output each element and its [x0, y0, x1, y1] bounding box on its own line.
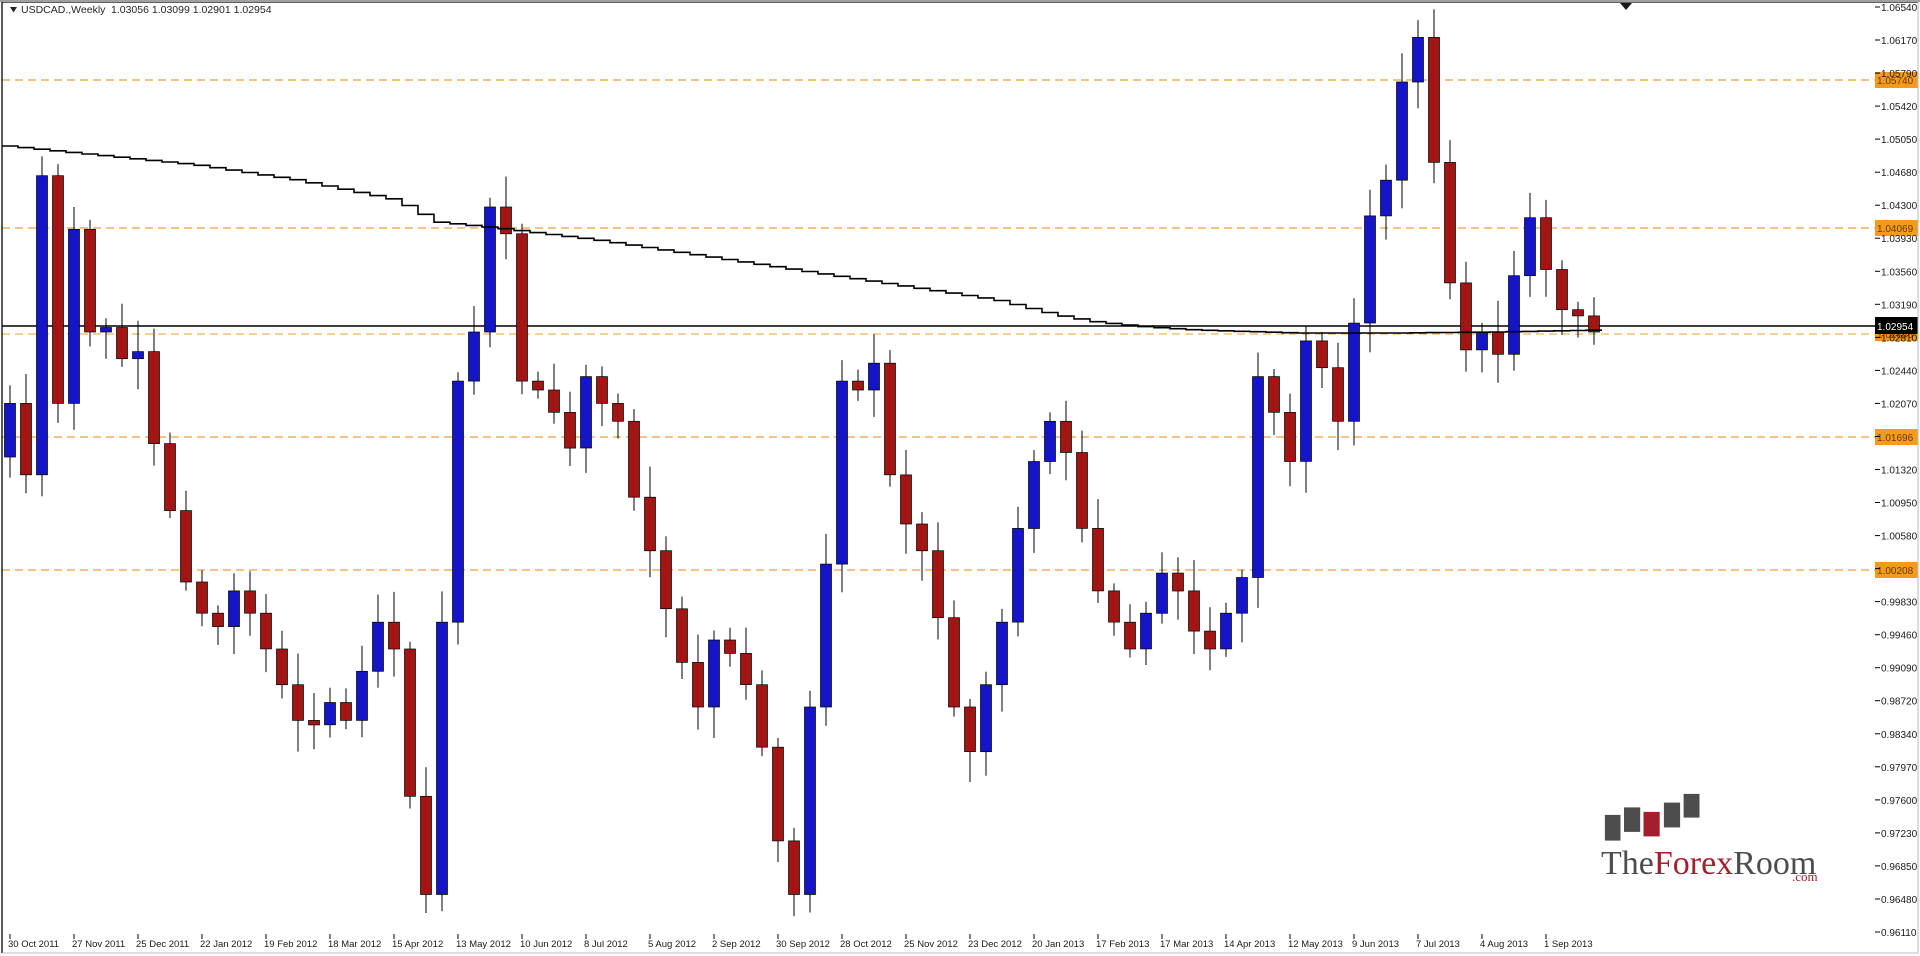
svg-text:0.96110: 0.96110 [1881, 928, 1917, 939]
svg-text:1.02810: 1.02810 [1881, 333, 1918, 344]
svg-text:1.03930: 1.03930 [1881, 234, 1918, 245]
svg-text:1.03190: 1.03190 [1881, 300, 1918, 311]
svg-text:1.00950: 1.00950 [1881, 499, 1918, 510]
svg-text:0.99460: 0.99460 [1881, 631, 1918, 642]
svg-text:22 Jan 2012: 22 Jan 2012 [200, 939, 252, 950]
svg-text:1.05790: 1.05790 [1881, 69, 1918, 80]
svg-text:25 Dec 2011: 25 Dec 2011 [136, 939, 189, 950]
svg-text:1.05050: 1.05050 [1881, 135, 1918, 146]
svg-text:1.02954: 1.02954 [1877, 322, 1914, 333]
svg-text:12 May 2013: 12 May 2013 [1288, 939, 1343, 950]
svg-text:23 Dec 2012: 23 Dec 2012 [968, 939, 1022, 950]
svg-text:TheForexRoom: TheForexRoom [1601, 845, 1816, 882]
svg-text:27 Nov 2011: 27 Nov 2011 [72, 939, 125, 950]
svg-text:1.01696: 1.01696 [1877, 433, 1914, 444]
svg-text:30 Oct 2011: 30 Oct 2011 [8, 939, 59, 950]
svg-text:2 Sep 2012: 2 Sep 2012 [712, 939, 761, 950]
svg-text:1.03056 1.03099 1.02901 1.0295: 1.03056 1.03099 1.02901 1.02954 [111, 4, 272, 16]
svg-text:0.99090: 0.99090 [1881, 664, 1918, 675]
svg-text:USDCAD.,Weekly: USDCAD.,Weekly [21, 4, 106, 16]
svg-text:8 Jul 2012: 8 Jul 2012 [584, 939, 628, 950]
svg-text:0.96480: 0.96480 [1881, 895, 1918, 906]
svg-text:0.98340: 0.98340 [1881, 730, 1918, 741]
svg-text:0.97970: 0.97970 [1881, 763, 1918, 774]
svg-text:14 Apr 2013: 14 Apr 2013 [1224, 939, 1275, 950]
svg-text:1.06540: 1.06540 [1881, 3, 1918, 14]
svg-text:28 Oct 2012: 28 Oct 2012 [840, 939, 892, 950]
svg-text:1.05420: 1.05420 [1881, 102, 1918, 113]
svg-text:1.04680: 1.04680 [1881, 168, 1918, 179]
svg-text:1.00580: 1.00580 [1881, 532, 1918, 543]
svg-text:15 Apr 2012: 15 Apr 2012 [392, 939, 443, 950]
svg-text:25 Nov 2012: 25 Nov 2012 [904, 939, 958, 950]
svg-text:.com: .com [1792, 869, 1818, 884]
svg-text:20 Jan 2013: 20 Jan 2013 [1032, 939, 1084, 950]
svg-text:7 Jul 2013: 7 Jul 2013 [1416, 939, 1460, 950]
svg-text:1.03560: 1.03560 [1881, 267, 1918, 278]
svg-text:1.02440: 1.02440 [1881, 366, 1918, 377]
svg-text:1.01320: 1.01320 [1881, 466, 1918, 477]
svg-text:18 Mar 2012: 18 Mar 2012 [328, 939, 381, 950]
svg-text:1.00208: 1.00208 [1877, 566, 1914, 577]
svg-text:1.02070: 1.02070 [1881, 399, 1918, 410]
svg-text:0.98720: 0.98720 [1881, 697, 1918, 708]
svg-text:13 May 2012: 13 May 2012 [456, 939, 511, 950]
svg-text:17 Mar 2013: 17 Mar 2013 [1160, 939, 1213, 950]
svg-text:5 Aug 2012: 5 Aug 2012 [648, 939, 696, 950]
svg-text:0.99830: 0.99830 [1881, 598, 1918, 609]
svg-text:30 Sep 2012: 30 Sep 2012 [776, 939, 830, 950]
svg-text:1.04300: 1.04300 [1881, 201, 1918, 212]
svg-text:1.06170: 1.06170 [1881, 36, 1918, 47]
svg-text:1 Sep 2013: 1 Sep 2013 [1544, 939, 1593, 950]
svg-text:4 Aug 2013: 4 Aug 2013 [1480, 939, 1528, 950]
svg-text:19 Feb 2012: 19 Feb 2012 [264, 939, 317, 950]
svg-text:17 Feb 2013: 17 Feb 2013 [1096, 939, 1149, 950]
svg-text:9 Jun 2013: 9 Jun 2013 [1352, 939, 1399, 950]
svg-text:10 Jun 2012: 10 Jun 2012 [520, 939, 572, 950]
